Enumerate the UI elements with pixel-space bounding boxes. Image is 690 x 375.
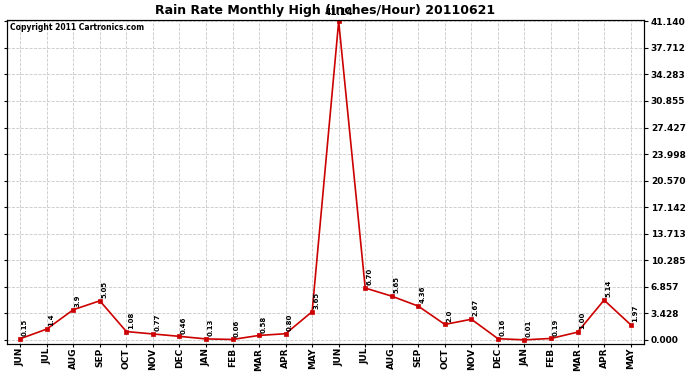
Text: 0.06: 0.06 <box>234 320 240 337</box>
Text: 0.58: 0.58 <box>260 315 266 333</box>
Text: 0.16: 0.16 <box>500 319 505 336</box>
Text: Copyright 2011 Cartronics.com: Copyright 2011 Cartronics.com <box>10 23 144 32</box>
Text: 0.01: 0.01 <box>526 320 532 337</box>
Text: 5.14: 5.14 <box>605 280 611 297</box>
Text: 5.65: 5.65 <box>393 276 399 293</box>
Text: 1.00: 1.00 <box>579 312 585 329</box>
Text: 2.0: 2.0 <box>446 309 452 322</box>
Text: 5.05: 5.05 <box>101 281 107 298</box>
Text: 41.14: 41.14 <box>324 8 353 17</box>
Text: 3.9: 3.9 <box>75 294 81 307</box>
Text: 1.97: 1.97 <box>632 304 638 322</box>
Text: 0.46: 0.46 <box>181 316 187 334</box>
Text: 1.4: 1.4 <box>48 314 54 326</box>
Text: 0.13: 0.13 <box>208 319 213 336</box>
Text: 0.80: 0.80 <box>287 314 293 331</box>
Title: Rain Rate Monthly High (Inches/Hour) 20110621: Rain Rate Monthly High (Inches/Hour) 201… <box>155 4 495 17</box>
Text: 1.08: 1.08 <box>128 311 134 329</box>
Text: 4.36: 4.36 <box>420 286 426 303</box>
Text: 0.19: 0.19 <box>553 318 558 336</box>
Text: 6.70: 6.70 <box>366 268 373 285</box>
Text: 0.15: 0.15 <box>21 319 28 336</box>
Text: 3.65: 3.65 <box>313 292 319 309</box>
Text: 2.67: 2.67 <box>473 299 479 316</box>
Text: 0.77: 0.77 <box>155 314 160 331</box>
